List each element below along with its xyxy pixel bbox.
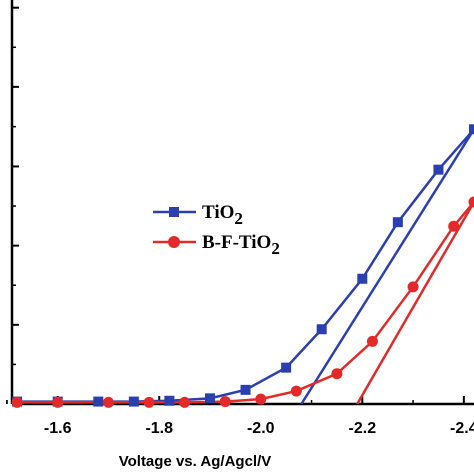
data-point-circle [52,396,64,408]
data-point-circle [219,396,231,408]
data-markers [11,124,474,408]
data-point-circle [143,396,155,408]
legend: TiO2 B-F-TiO2 [149,194,309,258]
x-tick-label: -2.4 [450,420,474,437]
data-point-circle [448,220,460,232]
legend-label: TiO2 [202,202,243,228]
data-point-circle [468,196,474,208]
data-point-circle [331,368,343,380]
fit-line-1 [356,201,474,405]
data-point-circle [11,396,23,408]
legend-item-tio2: TiO2 [153,202,243,228]
fit-lines [300,128,474,405]
data-point-square [469,124,474,135]
x-tick-label: -2.0 [247,420,275,437]
data-point-circle [179,396,191,408]
data-point-circle [290,385,302,397]
data-point-square [93,396,104,407]
series-line-0 [17,128,474,403]
data-point-square [316,324,327,335]
data-point-square [281,362,292,373]
data-point-square [205,393,215,404]
series-lines [17,128,474,404]
data-point-square [392,217,403,228]
fit-line-0 [300,128,474,405]
x-tick-labels: -1.6 -1.8 -2.0 -2.2 -2.4 [44,420,474,437]
data-point-square [433,164,444,175]
data-point-square [128,396,139,407]
data-point-circle [366,335,378,347]
data-point-circle [407,281,419,293]
data-point-square [357,273,368,284]
legend-item-bf-tio2: B-F-TiO2 [153,232,280,258]
legend-marker-circle [168,236,180,248]
data-point-circle [255,393,267,405]
data-point-square [164,395,175,406]
legend-label: B-F-TiO2 [202,232,280,258]
data-point-circle [102,396,114,408]
x-tick-label: -1.6 [44,420,72,437]
legend-marker-square [169,207,179,217]
x-tick-label: -2.2 [349,420,377,437]
x-axis-title: Voltage vs. Ag/Agcl/V [119,453,272,470]
x-tick-label: -1.8 [145,420,173,437]
data-point-square [240,384,251,395]
